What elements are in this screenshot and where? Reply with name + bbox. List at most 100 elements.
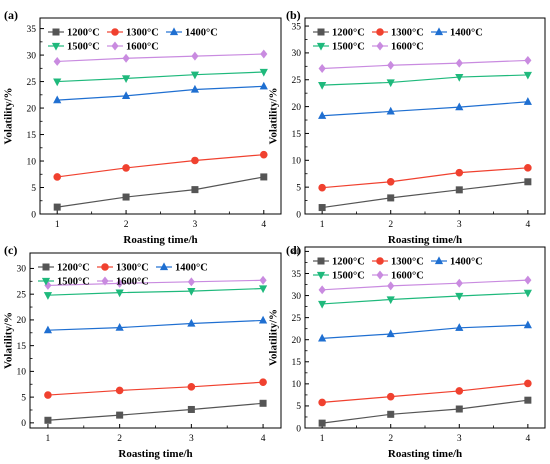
data-point <box>386 392 395 401</box>
legend-label: 1300°C <box>116 263 149 274</box>
series-line-1200°C <box>47 402 264 421</box>
legend-marker <box>434 256 444 265</box>
data-point <box>318 111 327 119</box>
legend-marker <box>169 27 179 36</box>
data-point <box>187 318 196 327</box>
data-point <box>187 277 195 287</box>
y-tick-label: 30 <box>292 292 302 302</box>
data-point <box>524 379 532 388</box>
chart-panel-d: 0 5 10 15 20 25 30 35 40 1 2 3 4 Roasting time/h Volat… <box>268 243 546 460</box>
data-point <box>318 300 327 309</box>
data-point <box>258 315 268 324</box>
data-point <box>115 289 124 298</box>
data-point <box>455 102 464 111</box>
series-line-1300°C <box>47 381 264 396</box>
data-point <box>318 333 327 342</box>
data-point <box>187 405 195 413</box>
legend-marker <box>42 263 50 271</box>
data-point <box>187 383 196 391</box>
y-axis-label: Volatility/% <box>3 87 15 144</box>
legend-label: 1400°C <box>175 263 208 274</box>
legend-label: 1400°C <box>450 28 483 39</box>
data-point <box>387 60 395 70</box>
data-point <box>523 71 532 80</box>
data-point <box>116 278 124 288</box>
data-point <box>53 173 62 181</box>
legend-label: 1500°C <box>67 42 100 53</box>
y-tick-label: 35 <box>292 270 302 280</box>
y-tick-label: 35 <box>27 25 37 35</box>
data-point <box>191 51 199 61</box>
data-point <box>53 95 62 104</box>
y-tick-label: 25 <box>17 290 27 300</box>
x-tick-label: 4 <box>261 434 266 444</box>
x-tick-label: 3 <box>457 434 462 444</box>
data-point <box>259 399 267 407</box>
x-tick-label: 4 <box>261 220 266 230</box>
legend-marker <box>316 271 326 280</box>
legend-label: 1200°C <box>67 28 100 39</box>
data-point <box>260 49 268 59</box>
x-tick-label: 2 <box>124 220 129 230</box>
x-tick-label: 1 <box>55 220 60 230</box>
x-axis-label: Roasting time/h <box>388 448 462 460</box>
data-point <box>386 106 395 115</box>
x-tick-label: 3 <box>193 220 198 230</box>
y-tick-label: 25 <box>27 78 37 88</box>
panel-label: (c) <box>4 243 17 257</box>
data-point <box>190 84 200 93</box>
y-tick-label: 15 <box>27 131 37 141</box>
legend-marker <box>111 41 119 51</box>
legend-label: 1400°C <box>185 28 218 39</box>
y-tick-label: 20 <box>292 103 302 113</box>
data-point <box>524 164 532 172</box>
series-line-1400°C <box>47 319 264 331</box>
x-tick-label: 4 <box>525 220 530 230</box>
y-tick-label: 10 <box>27 157 37 167</box>
y-tick-label: 10 <box>292 157 302 167</box>
legend-label: 1500°C <box>57 277 90 288</box>
legend-marker <box>101 263 109 271</box>
data-point <box>116 411 124 419</box>
y-tick-label: 30 <box>27 51 37 61</box>
legend-marker <box>316 42 326 51</box>
x-axis-label: Roasting time/h <box>118 448 192 460</box>
series-line-1500°C <box>322 74 528 86</box>
series-line-1300°C <box>322 382 528 403</box>
y-tick-label: 25 <box>292 314 302 324</box>
data-point <box>191 156 199 165</box>
x-tick-label: 2 <box>117 434 122 444</box>
legend-label: 1300°C <box>391 28 424 39</box>
y-tick-label: 10 <box>17 368 27 378</box>
data-point <box>187 287 196 296</box>
data-point <box>44 391 52 399</box>
data-point <box>455 168 464 177</box>
legend-marker <box>317 28 325 36</box>
legend-label: 1600°C <box>116 277 149 288</box>
y-tick-label: 0 <box>296 424 301 434</box>
series-line-1300°C <box>57 154 264 178</box>
y-tick-label: 20 <box>27 104 37 114</box>
data-point <box>455 323 464 331</box>
chart-panel-b: 0 5 10 15 20 25 30 35 1 2 3 4 Roasting time/h Volatil… <box>268 8 546 246</box>
y-tick-label: 10 <box>292 380 302 390</box>
data-point <box>524 55 532 65</box>
series-line-1400°C <box>322 324 528 339</box>
series-line-1300°C <box>322 167 528 189</box>
y-axis-label: Volatility/% <box>268 87 280 144</box>
y-tick-label: 20 <box>17 316 27 326</box>
series-line-1500°C <box>322 292 528 305</box>
series-line-1600°C <box>322 279 528 291</box>
data-point <box>318 398 326 407</box>
data-point <box>43 292 53 300</box>
series-line-1400°C <box>57 85 264 101</box>
legend-marker <box>376 41 384 51</box>
data-point <box>523 320 532 329</box>
x-tick-label: 1 <box>320 220 325 230</box>
legend-label: 1200°C <box>332 257 365 268</box>
legend-marker <box>41 277 51 286</box>
series-line-1600°C <box>47 279 264 287</box>
data-point <box>259 378 267 386</box>
y-tick-label: 5 <box>296 402 301 412</box>
legend-marker <box>51 42 61 51</box>
